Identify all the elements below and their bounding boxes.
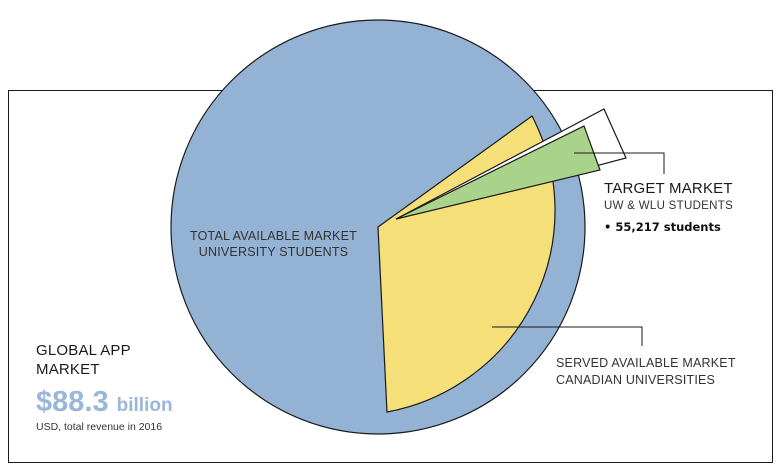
served-available-market-line1: SERVED AVAILABLE MARKET [556,356,736,370]
global-market-value: $88.3 billion [36,385,173,423]
global-market-title-line2: MARKET [36,361,100,378]
global-market-note: USD, total revenue in 2016 [36,421,163,433]
served-market-leader-line [492,326,643,346]
target-market-wedge [395,125,601,220]
target-market-bullet: • 55,217 students [604,220,721,234]
global-market-title: GLOBAL APP MARKET [36,341,131,379]
target-market-subtitle: UW & WLU STUDENTS [604,200,734,212]
served-available-market-label: SERVED AVAILABLE MARKET CANADIAN UNIVERS… [556,355,736,389]
target-market-title: TARGET MARKET [604,180,733,197]
global-market-unit: billion [116,395,173,416]
target-market-students: 55,217 students [615,220,721,234]
total-available-market-line1: TOTAL AVAILABLE MARKET [190,229,357,243]
total-available-market-label: TOTAL AVAILABLE MARKET UNIVERSITY STUDEN… [190,228,357,260]
served-available-market-line2: CANADIAN UNIVERSITIES [556,373,716,387]
total-available-market-line2: UNIVERSITY STUDENTS [198,245,349,259]
target-market-leader-line [574,152,665,174]
global-market-title-line1: GLOBAL APP [36,342,131,359]
global-market-amount: $88.3 [36,386,109,418]
bullet-dot-icon: • [604,220,616,234]
